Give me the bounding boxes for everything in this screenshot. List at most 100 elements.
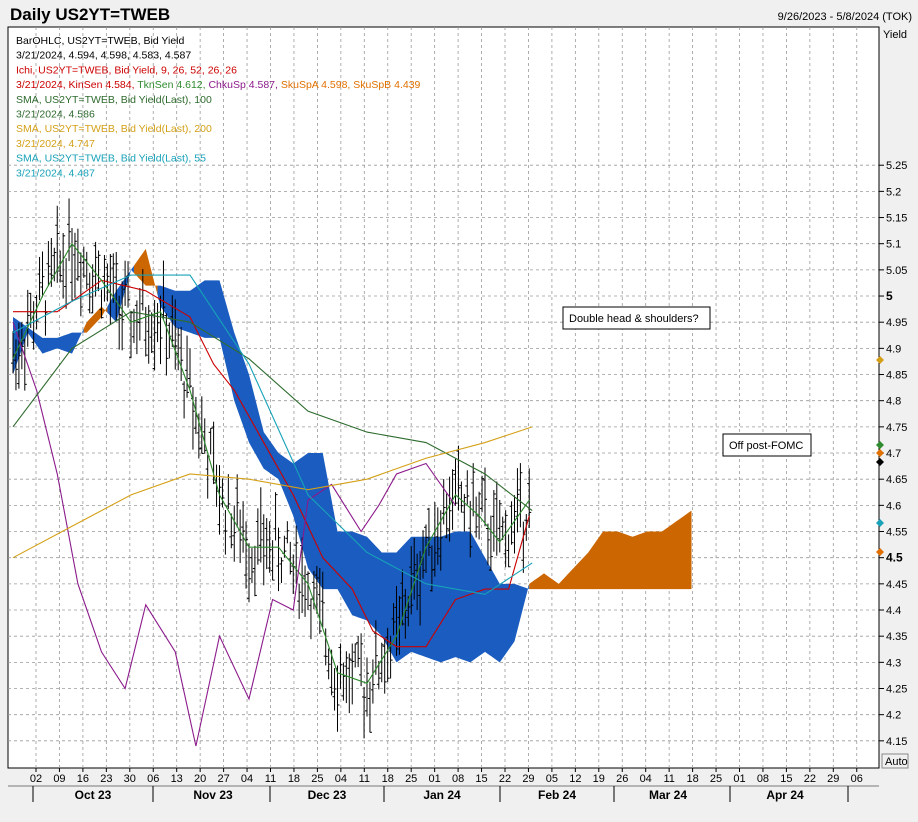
legend-row: Ichi, US2YT=TWEB, Bid Yield, 9, 26, 52, …	[16, 64, 237, 76]
x-tick-label: 29	[827, 773, 839, 785]
x-tick-label: 09	[53, 773, 65, 785]
y-tick-label: 4.35	[886, 631, 907, 643]
grid-lines	[8, 27, 879, 768]
y-axis-panel	[879, 27, 912, 768]
cloud-bearish	[107, 265, 134, 323]
y-tick-label: 4.85	[886, 370, 907, 382]
legend-part: SkuSpB 4.439	[353, 79, 420, 91]
y-tick-label: 4.75	[886, 422, 907, 434]
cloud-bearish	[13, 316, 84, 375]
x-tick-label: 11	[359, 773, 370, 785]
month-label: Feb 24	[538, 788, 576, 802]
y-axis-markers	[876, 356, 884, 556]
x-tick-label: 25	[710, 773, 722, 785]
x-tick-label: 04	[335, 773, 347, 785]
legend-part: SkuSpA 4.598,	[281, 79, 353, 91]
month-label: Mar 24	[649, 788, 687, 802]
y-tick-label: 4.7	[886, 448, 901, 460]
legend-row: 3/21/2024, 4.586	[16, 109, 95, 121]
line-chkusp	[12, 322, 456, 747]
y-axis-title: Yield	[883, 29, 907, 41]
month-label: Jan 24	[423, 788, 461, 802]
legend: BarOHLC, US2YT=TWEB, Bid Yield 3/21/2024,…	[16, 35, 421, 179]
y-tick-label: 5.05	[886, 265, 907, 277]
line-sma-200	[12, 426, 533, 559]
indicator-lines	[12, 242, 533, 747]
x-tick-label: 26	[616, 773, 628, 785]
x-tick-label: 25	[311, 773, 323, 785]
y-tick-label: 4.9	[886, 343, 901, 355]
legend-row: SMA, US2YT=TWEB, Bid Yield(Last), 200	[16, 123, 212, 135]
x-tick-label: 30	[124, 773, 136, 785]
x-axis: 02 09 16 23 30 06 13 20 27 04 11 18 25 04 11 18 25 01 08 15…	[8, 768, 879, 802]
legend-row: BarOHLC, US2YT=TWEB, Bid Yield	[16, 35, 185, 47]
x-tick-label: 08	[452, 773, 464, 785]
x-tick-label: 16	[77, 773, 89, 785]
auto-button[interactable]: Auto	[881, 753, 909, 769]
y-tick-label: 4.6	[886, 500, 901, 512]
legend-part: TknSen 4.612,	[137, 79, 208, 91]
y-tick-label: 4.55	[886, 527, 907, 539]
x-tick-label: 04	[640, 773, 652, 785]
legend-row: 3/21/2024, 4.487	[16, 167, 95, 179]
legend-row: 3/21/2024, 4.594, 4.598, 4.583, 4.587	[16, 50, 191, 62]
x-tick-label: 04	[241, 773, 253, 785]
y-tick-label: 5	[886, 289, 893, 303]
y-tick-label: 5.2	[886, 186, 901, 198]
x-tick-label: 15	[475, 773, 487, 785]
x-tick-label: 12	[569, 773, 581, 785]
line-sma-100	[12, 311, 533, 512]
y-tick-label: 5.1	[886, 239, 901, 251]
x-tick-label: 06	[147, 773, 159, 785]
line-kinsen	[13, 279, 530, 648]
y-axis-ticks: 4.15 4.2 4.25 4.3 4.35 4.4 4.45 4.5 4.55 4.6 4.65 4…	[879, 160, 907, 748]
x-tick-label: 27	[217, 773, 229, 785]
y-tick-label: 4.65	[886, 474, 907, 486]
cloud-bearish	[157, 280, 530, 663]
y-tick-label: 4.15	[886, 736, 907, 748]
legend-row: SMA, US2YT=TWEB, Bid Yield(Last), 100	[16, 94, 212, 106]
line-tknsen	[12, 242, 530, 684]
x-tick-label: 22	[804, 773, 816, 785]
x-tick-label: 06	[851, 773, 863, 785]
y-tick-label: 4.8	[886, 396, 901, 408]
y-tick-label: 4.2	[886, 710, 901, 722]
x-tick-label: 18	[288, 773, 300, 785]
x-tick-label: 05	[546, 773, 558, 785]
y-tick-label: 5.25	[886, 160, 907, 172]
annotation-off-post-fomc: Off post-FOMC	[722, 433, 812, 457]
x-tick-label: 02	[30, 773, 42, 785]
ichimoku-cloud	[13, 248, 692, 663]
annotation-double-head: Double head & shoulders?	[562, 306, 711, 330]
x-tick-label: 18	[686, 773, 698, 785]
date-range: 9/26/2023 - 5/8/2024 (TOK)	[778, 11, 912, 23]
y-tick-label: 4.95	[886, 317, 907, 329]
month-label: Nov 23	[193, 788, 233, 802]
x-tick-label: 19	[593, 773, 605, 785]
legend-part: ChkuSp 4.587,	[208, 79, 280, 91]
month-label: Oct 23	[75, 788, 112, 802]
x-tick-label: 22	[499, 773, 511, 785]
x-tick-label: 15	[780, 773, 792, 785]
y-tick-label: 4.4	[886, 605, 901, 617]
x-tick-label: 11	[663, 773, 674, 785]
legend-part: 3/21/2024, KinSen 4.584,	[16, 79, 137, 91]
month-label: Dec 23	[308, 788, 347, 802]
y-tick-label: 4.3	[886, 657, 901, 669]
y-tick-label: 5.15	[886, 213, 907, 225]
x-tick-label: 25	[405, 773, 417, 785]
x-tick-label: 01	[429, 773, 441, 785]
y-tick-label: 4.25	[886, 684, 907, 696]
x-tick-label: 29	[522, 773, 534, 785]
x-tick-label: 23	[100, 773, 112, 785]
month-label: Apr 24	[766, 788, 804, 802]
y-tick-label: 4.5	[886, 551, 903, 565]
x-tick-label: 08	[757, 773, 769, 785]
x-tick-label: 13	[171, 773, 183, 785]
legend-row: SMA, US2YT=TWEB, Bid Yield(Last), 55	[16, 153, 206, 165]
cloud-bullish	[529, 510, 692, 590]
svg-text:Double head & shoulders?: Double head & shoulders?	[569, 313, 699, 325]
x-tick-label: 20	[194, 773, 206, 785]
svg-text:Auto: Auto	[885, 756, 908, 768]
